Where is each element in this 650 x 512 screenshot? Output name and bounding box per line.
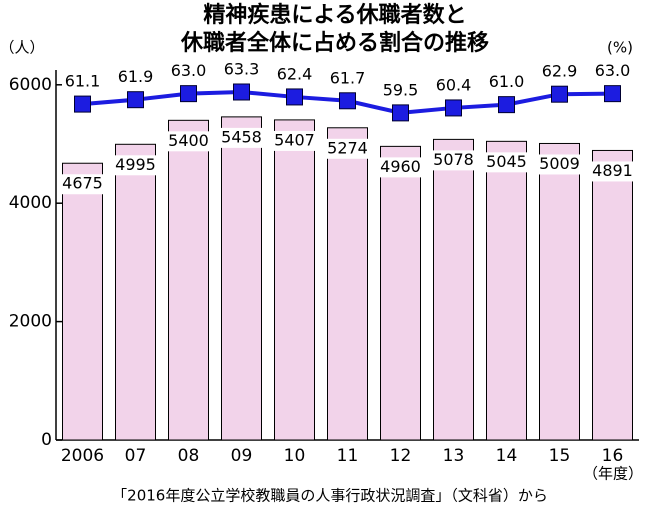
bar [274, 119, 315, 441]
data-label: 61.0 [489, 72, 525, 91]
data-label: 4960 [380, 157, 421, 176]
y-tick-label: 2000 [9, 312, 52, 332]
label-bg [538, 154, 581, 175]
x-tick-label: 08 [178, 446, 200, 466]
bar [592, 149, 633, 441]
marker [392, 104, 409, 122]
data-label: 4891 [592, 161, 633, 180]
data-label: 63.0 [595, 61, 631, 80]
data-label: 4675 [62, 174, 103, 193]
marker [498, 96, 515, 114]
x-tick-label: 16 [602, 446, 624, 466]
marker [233, 83, 250, 101]
data-label: 61.7 [330, 68, 366, 87]
x-tick-label: 11 [337, 446, 359, 466]
x-tick-label: 14 [496, 446, 518, 466]
data-label: 5045 [486, 152, 527, 171]
data-label: 62.9 [542, 62, 578, 81]
bar [62, 162, 103, 441]
data-label: 63.3 [224, 59, 260, 78]
chart-title: 休職者全体に占める割合の推移 [180, 30, 489, 56]
x-tick-label: 09 [231, 446, 253, 466]
marker [339, 92, 356, 110]
y-axis-unit: （人） [0, 39, 45, 57]
data-label: 61.9 [118, 67, 154, 86]
data-label: 5407 [274, 130, 315, 149]
label-bg [114, 155, 157, 176]
bar [115, 143, 156, 441]
marker [74, 95, 91, 113]
data-label: 5009 [539, 154, 580, 173]
y2-axis-unit: (%) [607, 39, 633, 57]
bar [380, 145, 421, 441]
y-tick-label: 6000 [9, 75, 52, 95]
marker [445, 99, 462, 117]
data-label: 60.4 [436, 75, 472, 94]
label-bg [379, 157, 422, 178]
label-bg [167, 131, 210, 152]
data-label: 61.1 [65, 72, 101, 91]
x-tick-label: 12 [390, 446, 412, 466]
bar [168, 119, 209, 441]
chart-title: 精神疾患による休職者数と [203, 2, 466, 28]
marker [180, 85, 197, 103]
data-label: 63.0 [171, 61, 207, 80]
data-label: 5400 [168, 131, 209, 150]
x-tick-label: 10 [284, 446, 306, 466]
label-bg [273, 130, 316, 151]
x-axis-unit: （年度） [583, 465, 643, 483]
source-note: 「2016年度公立学校教職員の人事行政状況調査」（文科省）から [112, 487, 548, 505]
y-tick-label: 0 [41, 430, 52, 450]
marker [604, 85, 621, 103]
label-bg [432, 150, 475, 171]
label-bg [220, 127, 263, 148]
label-bg [326, 138, 369, 159]
data-label: 4995 [115, 155, 156, 174]
data-label: 5458 [221, 127, 262, 146]
bar [327, 127, 368, 441]
x-tick-label: 07 [125, 446, 147, 466]
label-bg [485, 152, 528, 173]
data-label: 59.5 [383, 80, 419, 99]
marker [127, 91, 144, 109]
marker [551, 85, 568, 103]
y-tick-label: 4000 [9, 193, 52, 213]
x-tick-label: 2006 [61, 446, 104, 466]
data-label: 5078 [433, 150, 474, 169]
bar [539, 142, 580, 441]
x-tick-label: 13 [443, 446, 465, 466]
data-label: 62.4 [277, 64, 313, 83]
label-bg [61, 174, 104, 195]
x-tick-label: 15 [549, 446, 571, 466]
bar [221, 116, 262, 441]
data-label: 5274 [327, 138, 368, 157]
label-bg [591, 161, 634, 182]
bar [486, 140, 527, 441]
bar [433, 138, 474, 441]
marker [286, 88, 303, 106]
